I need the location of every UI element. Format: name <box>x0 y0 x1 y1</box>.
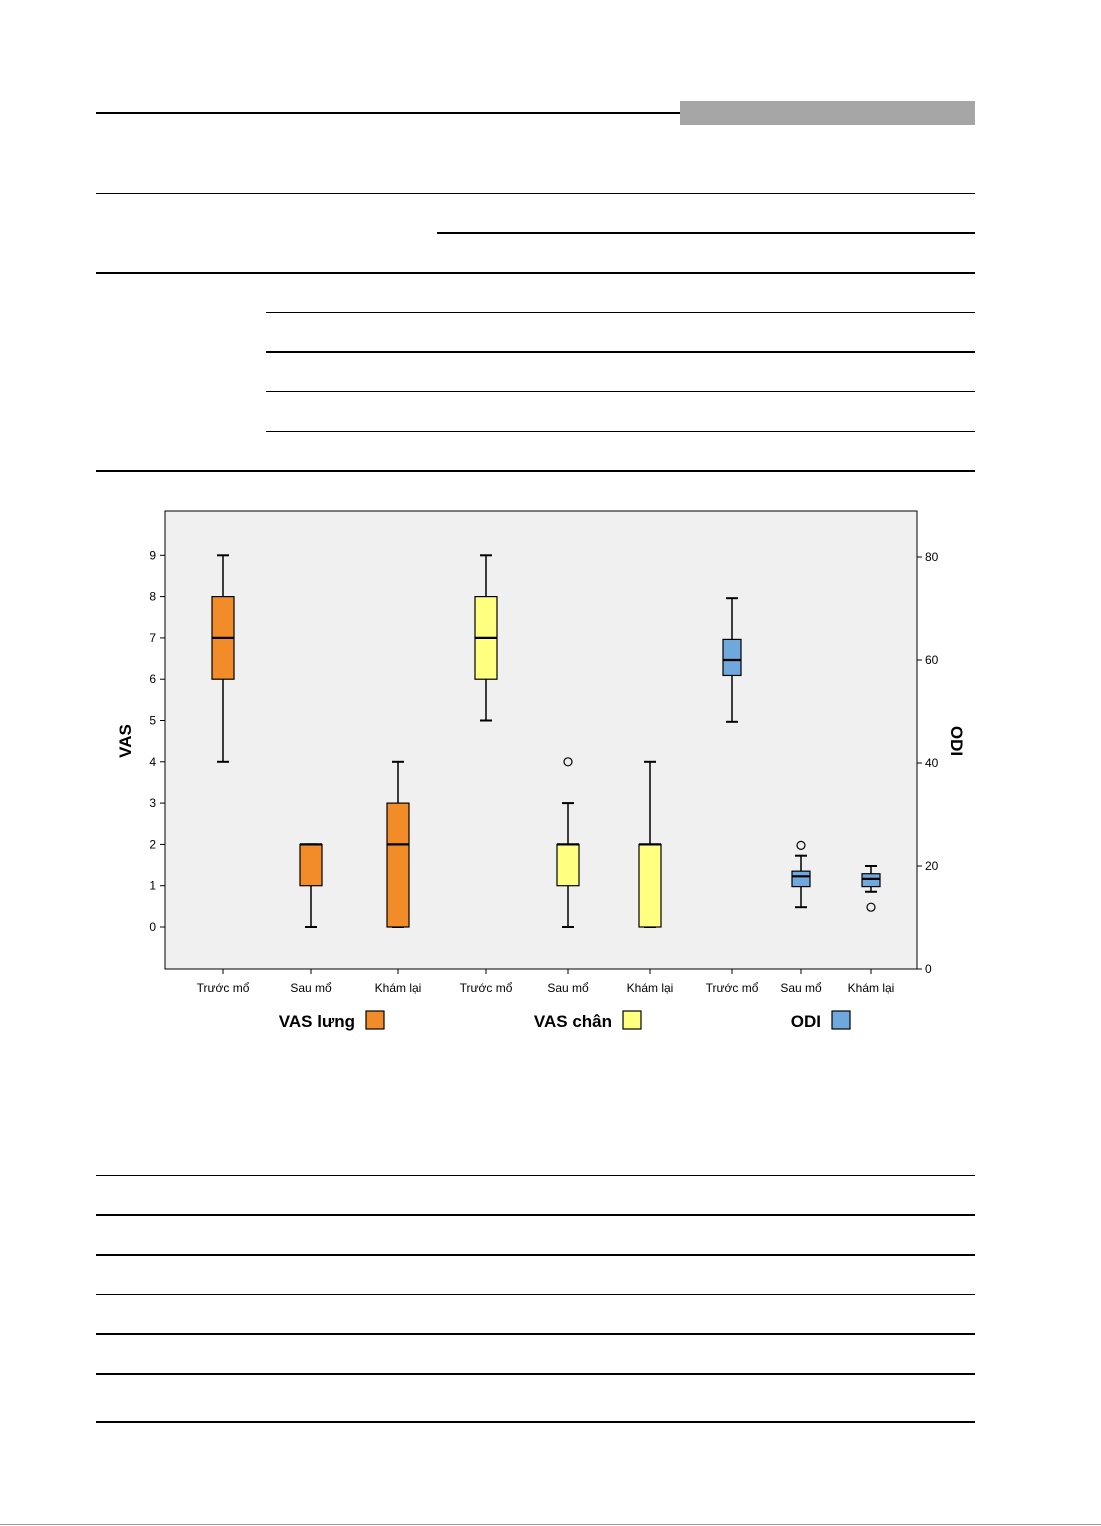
right-tick-label: 80 <box>925 550 939 564</box>
right-axis: 0 20 40 60 80 <box>917 550 939 976</box>
legend-swatch <box>622 1010 642 1030</box>
table-rule <box>96 1254 975 1256</box>
left-tick-label: 3 <box>149 796 156 810</box>
x-tick-label: Trước mổ <box>197 981 250 995</box>
table-rule <box>96 1333 975 1335</box>
table-rule <box>96 1175 975 1176</box>
x-axis-labels: Trước mổ Sau mổ Khám lại Trước mổ Sau mổ Khám… <box>197 969 895 995</box>
table-rule <box>96 470 975 472</box>
table-rule <box>96 193 975 194</box>
table-rule <box>96 1294 975 1295</box>
left-tick-label: 2 <box>149 837 156 851</box>
box <box>791 870 811 888</box>
right-axis-label: ODI <box>947 726 966 756</box>
box-plot <box>556 757 580 928</box>
box-plot <box>386 760 410 928</box>
legend-label: VAS lưng <box>279 1012 355 1031</box>
left-tick-label: 8 <box>149 590 156 604</box>
header-bar <box>680 101 975 125</box>
right-tick-label: 40 <box>925 756 939 770</box>
outlier-point <box>563 757 573 767</box>
legend-swatch <box>365 1010 385 1030</box>
box-plot <box>211 554 235 763</box>
x-tick-label: Trước mổ <box>706 981 759 995</box>
box-plot <box>299 843 323 928</box>
table-rule <box>266 312 975 313</box>
left-tick-label: 4 <box>149 755 156 769</box>
legend-swatch <box>831 1010 851 1030</box>
table-rule <box>266 351 975 353</box>
box-plot <box>722 597 742 723</box>
left-tick-label: 6 <box>149 672 156 686</box>
boxplot-chart: 0 1 2 3 4 5 6 7 8 9 0 20 40 60 80 Trước mổ Sau mổ Khám … <box>116 510 966 1031</box>
x-tick-label: Sau mổ <box>547 981 589 995</box>
outlier-point <box>796 840 806 851</box>
box <box>386 802 410 928</box>
x-tick-label: Khám lại <box>627 981 674 995</box>
left-axis-label: VAS <box>116 724 135 758</box>
table-rule <box>437 232 975 234</box>
table-rule <box>96 1373 975 1375</box>
table-rule <box>96 1214 975 1216</box>
box <box>638 843 662 928</box>
x-tick-label: Khám lại <box>375 981 422 995</box>
left-tick-label: 0 <box>149 920 156 934</box>
right-tick-label: 60 <box>925 653 939 667</box>
legend-label: VAS chân <box>534 1012 612 1031</box>
legend-label: ODI <box>791 1012 821 1031</box>
table-rule <box>96 272 975 274</box>
box-plot <box>791 840 811 909</box>
plot-area <box>164 510 918 970</box>
left-axis: 0 1 2 3 4 5 6 7 8 9 <box>149 548 165 934</box>
left-tick-label: 1 <box>149 879 156 893</box>
legend: VAS lưng VAS chân ODI <box>279 1010 851 1031</box>
left-tick-label: 5 <box>149 714 156 728</box>
table-rule <box>266 431 975 432</box>
header-rule <box>96 112 680 114</box>
box-plot <box>861 865 881 912</box>
outlier-point <box>866 902 876 912</box>
table-rule <box>266 391 975 392</box>
x-tick-label: Khám lại <box>848 981 895 995</box>
right-tick-label: 0 <box>925 962 932 976</box>
box <box>299 843 323 887</box>
table-rule <box>96 1421 975 1423</box>
left-tick-label: 7 <box>149 631 156 645</box>
boxes <box>211 554 881 928</box>
box <box>861 873 881 888</box>
box <box>722 638 742 677</box>
page-edge <box>0 1524 1101 1525</box>
x-tick-label: Sau mổ <box>290 981 332 995</box>
left-tick-label: 9 <box>149 548 156 562</box>
box-plot <box>474 554 498 722</box>
right-tick-label: 20 <box>925 859 939 873</box>
box-plot <box>638 760 662 928</box>
box <box>556 843 580 887</box>
x-tick-label: Trước mổ <box>460 981 513 995</box>
x-tick-label: Sau mổ <box>780 981 822 995</box>
